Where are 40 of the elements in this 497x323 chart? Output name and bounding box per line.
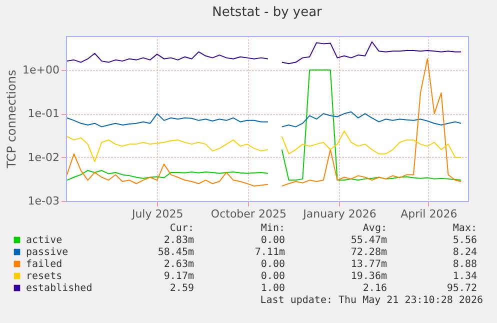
- text: 0.00: [260, 259, 285, 270]
- text: 19.36m: [350, 271, 387, 282]
- text: 58.45m: [158, 247, 194, 258]
- legend-label: resets: [26, 271, 62, 282]
- text: 9.17m: [164, 271, 194, 282]
- text: Last update: Thu May 21 23:10:28 2026: [260, 295, 483, 306]
- y-axis-title: TCP connections: [4, 70, 19, 170]
- text: Avg:: [362, 223, 387, 234]
- legend-label: active: [26, 235, 62, 246]
- text: Max:: [452, 223, 477, 234]
- legend-label: established: [26, 283, 92, 294]
- text: Min:: [260, 223, 285, 234]
- y-tick-label: 1e-02: [28, 150, 60, 164]
- text: 2.59: [170, 283, 194, 294]
- text: 5.56: [452, 235, 477, 246]
- text: 0.00: [260, 235, 285, 246]
- text: 1.00: [260, 283, 285, 294]
- text: 13.77m: [350, 259, 387, 270]
- x-tick-label: July 2025: [130, 208, 184, 220]
- text: 2.16: [362, 283, 387, 294]
- text: 8.88: [452, 259, 477, 270]
- text: 95.72: [446, 283, 477, 294]
- text: Cur:: [170, 223, 194, 234]
- x-tick-label: October 2025: [210, 208, 286, 220]
- text: 1.34: [452, 271, 477, 282]
- text: 72.28m: [350, 247, 387, 258]
- text: 55.47m: [350, 235, 387, 246]
- legend-label: passive: [26, 247, 68, 258]
- legend-label: failed: [26, 259, 62, 270]
- text: 8.24: [452, 247, 477, 258]
- text: 2.63m: [164, 259, 194, 270]
- x-tick-label: January 2026: [302, 208, 376, 220]
- text: 2.83m: [164, 235, 194, 246]
- text: 7.11m: [254, 247, 285, 258]
- chart-title: Netstat - by year: [212, 5, 323, 20]
- y-tick-label: 1e-03: [28, 194, 60, 208]
- text: 0.00: [260, 271, 285, 282]
- y-tick-label: 1e-01: [28, 107, 60, 120]
- y-tick-label: 1e+00: [22, 63, 60, 76]
- x-tick-label: April 2026: [400, 208, 458, 220]
